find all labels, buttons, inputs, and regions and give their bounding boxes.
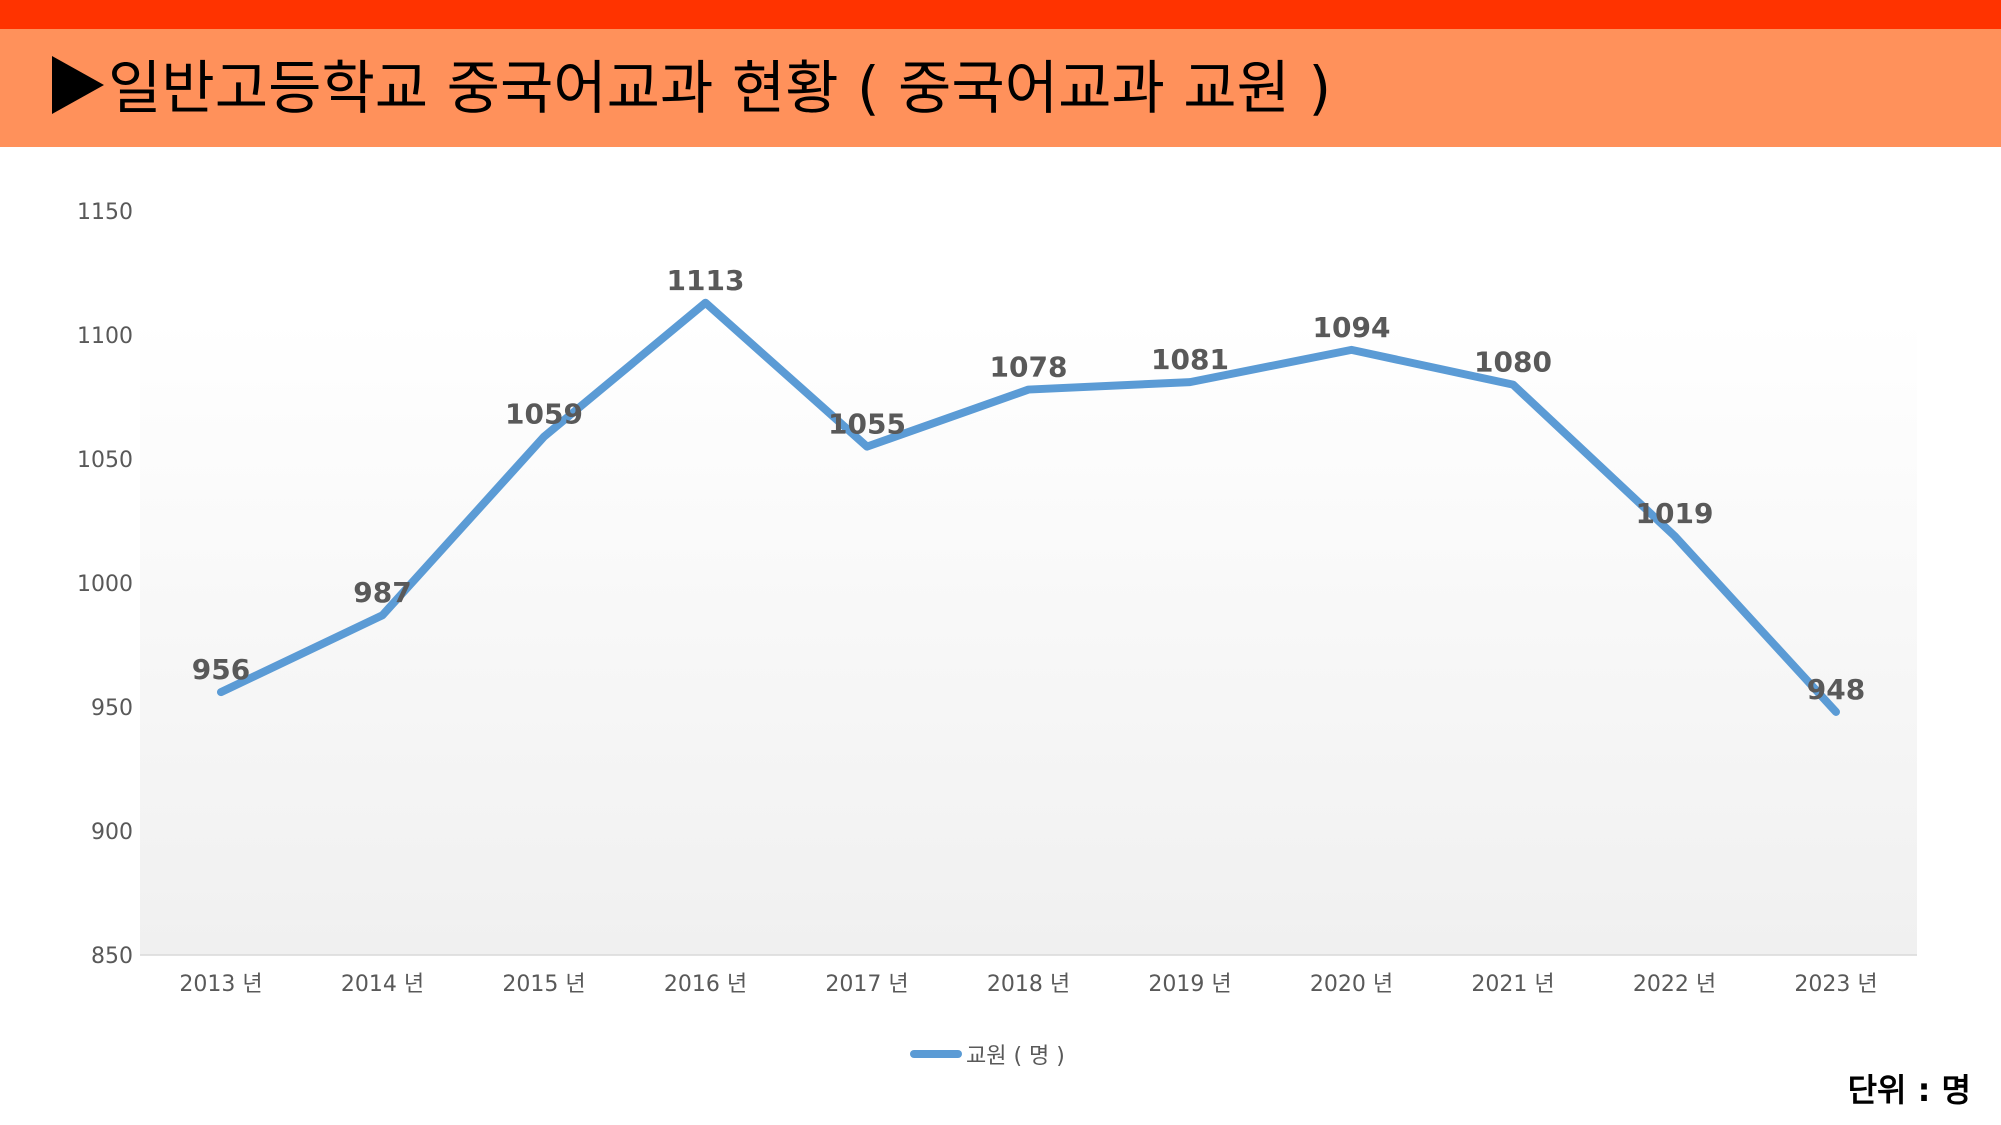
x-tick-label: 2014 년 (341, 972, 424, 997)
data-label: 1113 (667, 264, 745, 297)
data-label: 1019 (1636, 497, 1714, 530)
x-tick-label: 2018 년 (987, 972, 1070, 997)
x-tick-label: 2016 년 (664, 972, 747, 997)
y-tick-label: 1150 (77, 200, 133, 225)
data-label: 987 (353, 576, 411, 609)
data-label: 1059 (505, 398, 583, 431)
x-tick-label: 2017 년 (825, 972, 908, 997)
x-tick-label: 2020 년 (1310, 972, 1393, 997)
data-label: 948 (1807, 673, 1865, 706)
legend-label: 교원 ( 명 ) (966, 1044, 1065, 1069)
triangle-bullet-icon (52, 56, 104, 114)
x-tick-label: 2013 년 (179, 972, 262, 997)
data-label: 1094 (1313, 311, 1391, 344)
legend: 교원 ( 명 ) (910, 1038, 1065, 1070)
data-label: 1080 (1474, 346, 1552, 379)
y-tick-label: 950 (91, 696, 133, 721)
top-accent-bar (0, 0, 2001, 29)
page-title-text: 일반고등학교 중국어교과 현황 ( 중국어교과 교원 ) (108, 54, 1332, 122)
page-title: 일반고등학교 중국어교과 현황 ( 중국어교과 교원 ) (52, 48, 1331, 128)
y-tick-label: 1100 (77, 324, 133, 349)
legend-swatch (910, 1050, 962, 1058)
data-label: 956 (192, 653, 250, 686)
plot-area (140, 318, 1917, 955)
data-label: 1081 (1151, 343, 1229, 376)
x-tick-label: 2015 년 (502, 972, 585, 997)
unit-label: 단위 : 명 (1847, 1071, 1971, 1109)
data-label: 1078 (990, 351, 1068, 384)
x-tick-label: 2019 년 (1148, 972, 1231, 997)
x-tick-label: 2022 년 (1633, 972, 1716, 997)
x-tick-label: 2021 년 (1471, 972, 1554, 997)
data-label: 1055 (828, 408, 906, 441)
y-tick-label: 1000 (77, 572, 133, 597)
series-line (217, 298, 1840, 716)
y-tick-label: 850 (91, 944, 133, 969)
y-tick-label: 1050 (77, 448, 133, 473)
x-tick-label: 2023 년 (1794, 972, 1877, 997)
y-tick-label: 900 (91, 820, 133, 845)
title-bar (0, 29, 2001, 147)
